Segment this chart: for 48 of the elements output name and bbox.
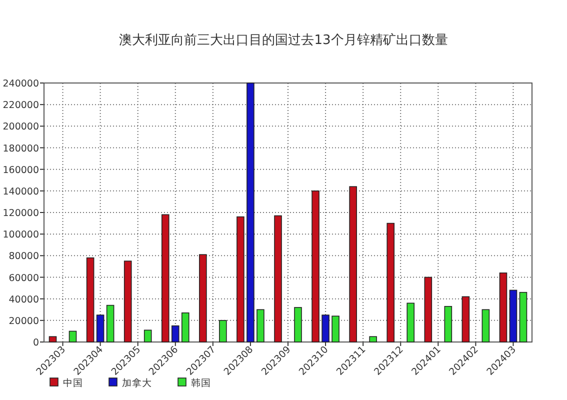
bar [171,325,180,342]
bar [96,314,104,342]
bar [406,302,415,342]
bar [349,186,357,342]
y-tick-label: 100000 [2,230,39,241]
bar [519,292,528,342]
bar [144,330,152,342]
y-tick-label: 0 [32,338,39,348]
y-tick-label: 60000 [8,272,39,284]
bar [246,82,254,342]
bar [236,216,244,342]
bar [86,257,94,342]
y-tick-label: 40000 [8,294,39,306]
bar [256,309,264,342]
bar [482,309,490,342]
y-tick-label: 220000 [2,100,39,112]
chart-title: 澳大利亚向前三大出口目的国过去13个月锌精矿出口数量 [119,33,448,48]
bar [48,336,57,342]
bar [124,260,132,342]
bar [68,330,77,342]
legend-label: 韩国 [191,377,211,389]
y-tick-label: 20000 [8,316,39,327]
bar [499,272,508,342]
y-tick-label: 120000 [2,208,39,219]
bar [106,304,114,342]
bar [274,215,282,342]
y-tick-label: 160000 [2,164,39,176]
bar [161,214,170,342]
y-tick-label: 80000 [8,251,39,262]
y-tick-label: 180000 [2,143,39,154]
bar [312,190,320,342]
bar [386,222,395,342]
bar [462,296,470,342]
bar [199,254,207,342]
bar [444,306,452,342]
bar [369,336,377,342]
bar [509,290,518,342]
legend-label: 加拿大 [122,377,152,389]
bar [424,276,432,342]
y-tick-label: 140000 [2,186,39,198]
y-tick-label: 200000 [2,122,39,133]
legend-label: 中国 [63,377,83,389]
bar [322,314,330,342]
bar [181,312,190,342]
bar [332,316,340,342]
y-tick-label: 240000 [2,78,39,90]
bar [294,307,302,342]
bar [219,320,227,342]
